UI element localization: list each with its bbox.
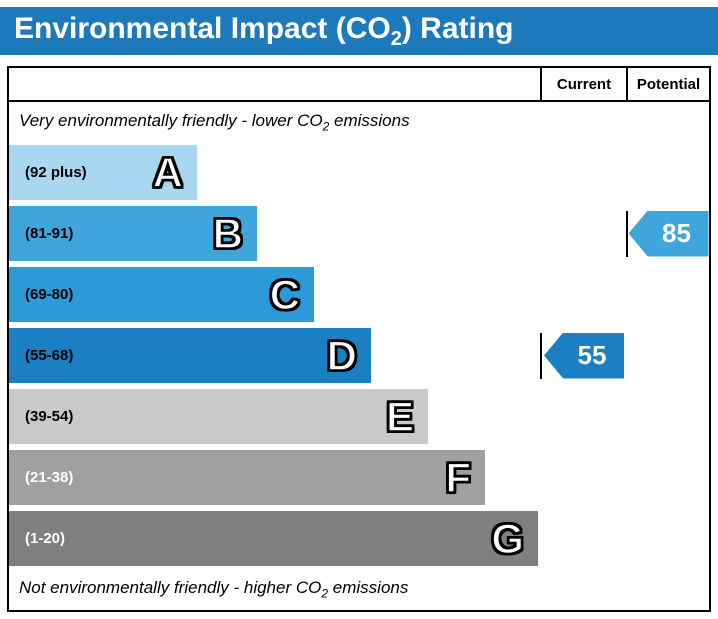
rating-band-a: (92 plus) A: [9, 145, 197, 200]
epc-environmental-impact-chart: Current Potential Very environmentally f…: [7, 66, 711, 612]
band-letter: A: [152, 148, 184, 196]
band-row-d: (55-68) D 55: [9, 325, 709, 386]
bottom-caption-row: Not environmentally friendly - higher CO…: [9, 569, 709, 610]
page-title: Environmental Impact (CO2) Rating: [14, 11, 514, 50]
rating-band-f: (21-38) F: [9, 450, 485, 505]
top-caption-row: Very environmentally friendly - lower CO…: [9, 102, 709, 142]
band-row-b: (81-91) B 85: [9, 203, 709, 264]
band-range-label: (1-20): [25, 530, 66, 547]
current-column-header: Current: [540, 68, 626, 100]
rating-band-d: (55-68) D: [9, 328, 371, 383]
column-header-row: Current Potential: [9, 68, 709, 102]
band-range-label: (21-38): [25, 469, 74, 486]
rating-band-g: (1-20) G: [9, 511, 538, 566]
page-title-banner: Environmental Impact (CO2) Rating: [0, 7, 718, 55]
band-row-g: (1-20) G: [9, 508, 709, 569]
band-letter: D: [326, 331, 358, 379]
rating-band-b: (81-91) B: [9, 206, 257, 261]
band-letter: B: [212, 209, 244, 257]
top-caption: Very environmentally friendly - lower CO…: [19, 110, 410, 134]
potential-column-header: Potential: [626, 68, 709, 100]
band-letter: C: [269, 270, 301, 318]
band-range-label: (92 plus): [25, 164, 87, 181]
potential-rating-value: 85: [662, 218, 691, 248]
rating-band-c: (69-80) C: [9, 267, 314, 322]
band-row-c: (69-80) C: [9, 264, 709, 325]
band-range-label: (39-54): [25, 408, 74, 425]
band-range-label: (81-91): [25, 225, 74, 242]
band-row-f: (21-38) F: [9, 447, 709, 508]
header-spacer: [9, 68, 540, 100]
current-rating-value: 55: [577, 340, 607, 370]
rating-band-e: (39-54) E: [9, 389, 428, 444]
current-rating-arrow: 55: [544, 332, 624, 379]
band-row-e: (39-54) E: [9, 386, 709, 447]
band-row-a: (92 plus) A: [9, 142, 709, 203]
band-range-label: (55-68): [25, 347, 74, 364]
band-letter: F: [445, 453, 472, 501]
band-letter: G: [491, 514, 525, 562]
bottom-caption: Not environmentally friendly - higher CO…: [19, 578, 409, 601]
band-range-label: (69-80): [25, 286, 74, 303]
potential-rating-arrow: 85: [628, 210, 709, 257]
band-letter: E: [385, 392, 415, 440]
